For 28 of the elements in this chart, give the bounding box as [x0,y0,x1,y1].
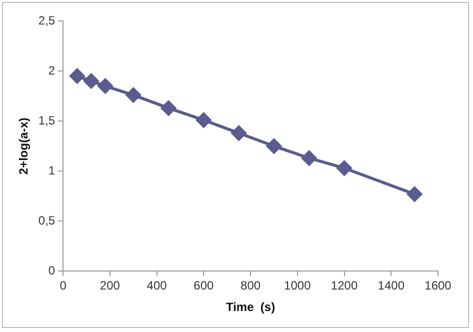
y-tick-label: 1 [48,163,56,178]
x-tick-label: 1600 [424,278,452,293]
point [161,100,176,116]
y-tick-label: 2 [48,63,56,78]
x-axis-title: Time (s) [226,300,276,314]
x-tick-label: 800 [240,278,261,293]
y-tick-label: 2,5 [38,13,56,28]
x-tick-label: 1000 [284,278,312,293]
y-axis-title: 2+log(a-x) [16,118,31,175]
point [302,150,317,166]
point [98,78,113,94]
x-tick-label: 200 [100,278,120,293]
point [231,126,246,141]
x-tick-label: 0 [60,278,67,293]
x-tick-label: 1200 [330,278,358,293]
x-tick-label: 1400 [378,278,405,293]
y-tick-label: 1,5 [38,113,56,128]
x-tick-label: 600 [194,278,214,293]
point [196,112,212,128]
x-tick-label: 400 [146,278,168,293]
point [407,186,422,202]
point [70,68,85,84]
point [84,74,99,89]
point [126,88,141,103]
point [266,138,282,154]
y-tick-label: 0 [48,264,56,278]
y-tick-label: 0,5 [38,213,56,228]
point [336,160,352,176]
